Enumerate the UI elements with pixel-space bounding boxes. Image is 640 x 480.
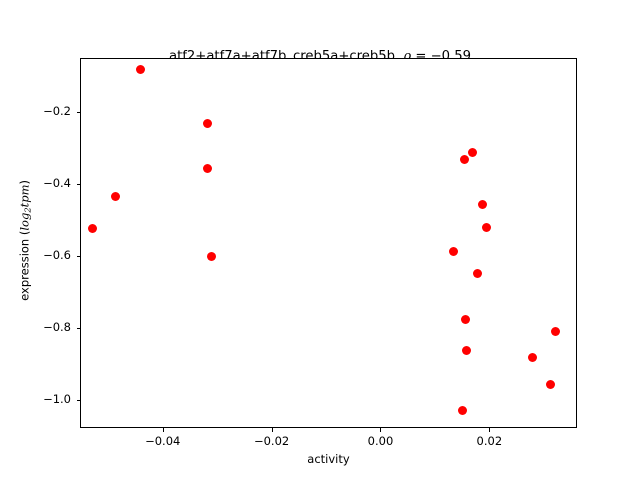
y-tick-mark [76, 400, 80, 402]
y-axis-label-math-tpm: tpm [17, 184, 32, 208]
data-point [546, 379, 556, 389]
data-point [110, 191, 120, 201]
x-tick-label: 0.02 [476, 434, 503, 448]
x-tick-mark [271, 428, 273, 432]
data-point [88, 223, 98, 233]
data-point [467, 148, 477, 158]
data-point [528, 352, 538, 362]
y-tick-label: −0.4 [43, 175, 71, 190]
x-tick-label: −0.04 [145, 434, 181, 448]
rho-symbol: ρ [403, 49, 412, 64]
data-point [478, 200, 488, 209]
y-tick-label: −0.8 [43, 319, 71, 334]
data-point [459, 154, 469, 164]
y-tick-label: −0.6 [43, 247, 71, 262]
y-tick-mark [76, 183, 80, 185]
data-point [460, 315, 470, 325]
plot-area [81, 59, 576, 427]
y-tick-mark [76, 111, 80, 113]
data-point [461, 346, 471, 356]
axes-frame [80, 58, 577, 428]
y-axis-label-suffix: ) [17, 180, 32, 185]
x-tick-mark [162, 428, 164, 432]
y-axis-label-math-log: log [17, 212, 32, 231]
data-point [202, 118, 212, 128]
data-point [203, 164, 213, 174]
x-axis-label: activity [307, 452, 350, 466]
data-point [457, 405, 467, 415]
data-point [472, 268, 482, 278]
data-point [135, 65, 145, 75]
y-tick-label: −0.2 [43, 103, 71, 118]
y-tick-label: −1.0 [43, 392, 71, 407]
data-point [449, 246, 459, 256]
y-axis-label: expression (log2tpm) [18, 55, 33, 425]
y-tick-mark [76, 255, 80, 257]
data-point [206, 251, 216, 261]
y-axis-label-math-base: 2 [22, 207, 33, 213]
x-tick-mark [380, 428, 382, 432]
y-tick-mark [76, 327, 80, 329]
data-point [550, 327, 560, 337]
y-axis-label-prefix: expression ( [17, 230, 32, 301]
x-tick-mark [489, 428, 491, 432]
data-point [482, 222, 492, 232]
x-tick-label: 0.00 [367, 434, 394, 448]
x-tick-label: −0.02 [253, 434, 290, 448]
